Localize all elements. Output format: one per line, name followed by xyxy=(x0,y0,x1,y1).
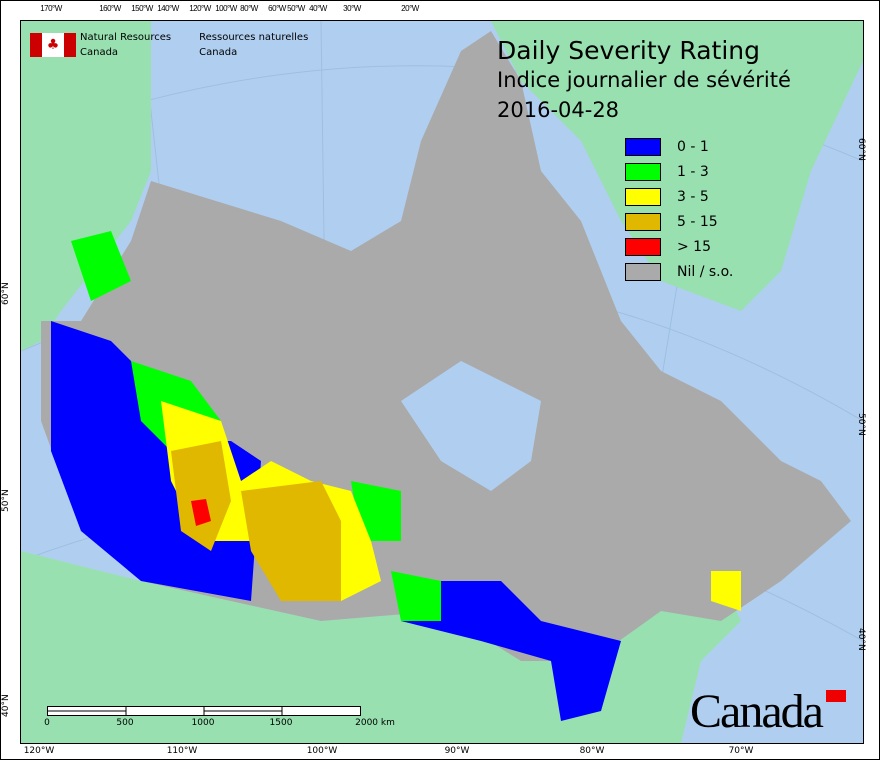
bottom-tick: 100°W xyxy=(306,746,338,756)
legend-swatch xyxy=(625,212,661,231)
nrcan-signature: ♣ Natural Resources Canada Ressources nat… xyxy=(30,30,308,60)
agency-en-2: Canada xyxy=(80,47,119,58)
legend-label: 5 - 15 xyxy=(677,213,718,230)
left-tick: 40°N xyxy=(1,694,11,717)
bottom-tick: 120°W xyxy=(23,746,55,756)
right-tick: 50°N xyxy=(856,413,866,436)
legend-item: 5 - 15 xyxy=(625,209,733,234)
legend-item: Nil / s.o. xyxy=(625,259,733,284)
top-tick: 160°W xyxy=(99,4,121,13)
dsr-over-15 xyxy=(191,499,211,526)
top-tick: 60°W xyxy=(268,4,286,13)
legend-swatch xyxy=(625,137,661,156)
scale-label: 1500 xyxy=(269,718,293,728)
bottom-tick: 80°W xyxy=(579,746,605,756)
top-tick: 30°W xyxy=(343,4,361,13)
top-tick: 20°W xyxy=(401,4,419,13)
legend-item: 3 - 5 xyxy=(625,184,733,209)
right-tick: 40°N xyxy=(856,628,866,651)
canada-flag-icon: ♣ xyxy=(30,33,76,57)
legend-label: 1 - 3 xyxy=(677,163,709,180)
scale-label: 2000 km xyxy=(355,718,395,728)
alaska xyxy=(21,21,151,351)
right-tick: 60°N xyxy=(856,138,866,161)
top-tick: 120°W xyxy=(189,4,211,13)
top-tick: 80°W xyxy=(240,4,258,13)
map-title: Daily Severity Rating xyxy=(497,36,761,65)
scale-label: 1000 xyxy=(191,718,215,728)
top-tick: 40°W xyxy=(309,4,327,13)
dsr-1-3 xyxy=(71,231,441,621)
bottom-tick: 70°W xyxy=(728,746,754,756)
legend-label: 3 - 5 xyxy=(677,188,709,205)
legend-label: > 15 xyxy=(677,238,711,255)
legend-item: 1 - 3 xyxy=(625,159,733,184)
legend-item: > 15 xyxy=(625,234,733,259)
top-tick: 150°W xyxy=(131,4,153,13)
left-tick: 50°N xyxy=(1,489,11,512)
legend-swatch xyxy=(625,162,661,181)
legend-swatch xyxy=(625,237,661,256)
scale-label: 500 xyxy=(116,718,134,728)
scale-label: 0 xyxy=(44,718,50,728)
agency-fr-1: Ressources naturelles xyxy=(199,32,309,43)
greenland xyxy=(491,21,863,311)
dsr-5-15 xyxy=(171,441,341,601)
map-canvas[interactable] xyxy=(20,20,864,744)
canada-wordmark: Canada xyxy=(690,685,824,738)
top-tick: 140°W xyxy=(157,4,179,13)
agency-fr-2: Canada xyxy=(199,47,238,58)
map-date: 2016-04-28 xyxy=(497,98,620,122)
top-tick: 100°W xyxy=(215,4,237,13)
bottom-tick: 90°W xyxy=(444,746,470,756)
hudson-bay xyxy=(401,361,541,491)
agency-en-1: Natural Resources xyxy=(80,32,172,43)
scale-bar xyxy=(47,706,361,716)
left-tick: 60°N xyxy=(1,282,11,305)
bottom-tick: 110°W xyxy=(166,746,198,756)
legend-item: 0 - 1 xyxy=(625,134,733,159)
legend-label: Nil / s.o. xyxy=(677,263,734,280)
dsr-0-1 xyxy=(51,321,621,721)
legend: 0 - 1 1 - 3 3 - 5 5 - 15 > 15 Nil / s.o. xyxy=(625,134,733,284)
top-tick: 170°W xyxy=(40,4,62,13)
legend-label: 0 - 1 xyxy=(677,138,709,155)
map-title-fr: Indice journalier de sévérité xyxy=(497,68,791,92)
legend-swatch xyxy=(625,187,661,206)
top-tick: 50°W xyxy=(287,4,305,13)
map-svg xyxy=(21,21,863,743)
wordmark-flag-icon xyxy=(826,690,846,702)
legend-swatch xyxy=(625,262,661,281)
